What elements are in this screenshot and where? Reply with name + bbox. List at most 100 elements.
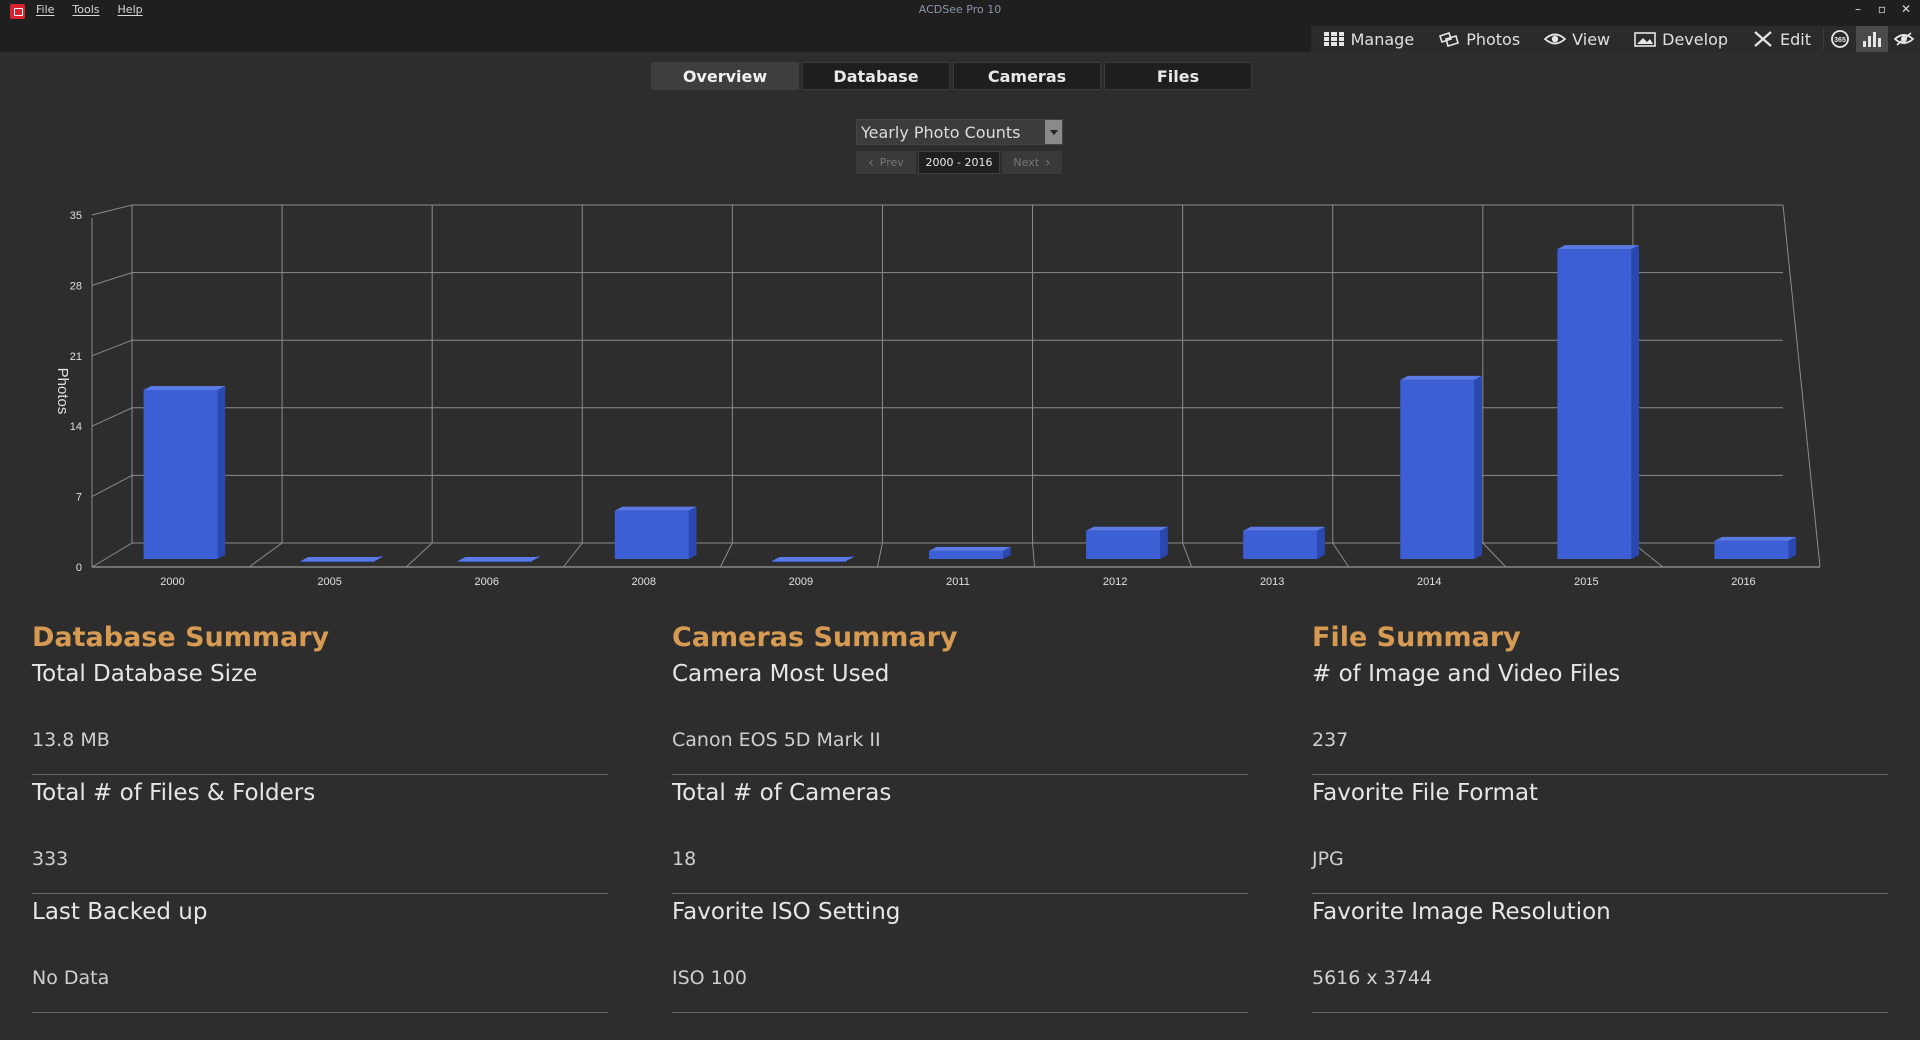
- stat-value: 13.8 MB: [32, 729, 110, 751]
- bar-side: [1160, 526, 1168, 559]
- menu-tools[interactable]: Tools: [72, 3, 100, 16]
- menu-file[interactable]: File: [36, 3, 55, 16]
- grid-line-floor: [248, 542, 283, 568]
- view-mode-button[interactable]: View: [1532, 26, 1622, 52]
- database-summary-title: Database Summary: [32, 622, 330, 653]
- bar-side: [1788, 536, 1797, 559]
- bar-side: [688, 506, 697, 559]
- window-title: ACDSee Pro 10: [918, 3, 1002, 16]
- photos-icon: [1439, 31, 1460, 47]
- dashboard-button[interactable]: [1856, 26, 1888, 52]
- stat-label: Last Backed up: [32, 899, 208, 925]
- y-axis-label: Photos: [54, 368, 71, 415]
- bar: [457, 560, 532, 562]
- y-tick-label: 35: [70, 210, 82, 222]
- stat-value: 18: [672, 848, 697, 870]
- stat-total-cameras: Total # of Cameras 18: [672, 775, 1248, 894]
- minimize-button[interactable]: –: [1855, 2, 1861, 16]
- stat-label: Camera Most Used: [672, 661, 890, 687]
- stat-value: No Data: [32, 967, 110, 989]
- restore-button[interactable]: ▫: [1877, 2, 1887, 16]
- online-button[interactable]: [1888, 26, 1920, 52]
- develop-mode-button[interactable]: Develop: [1622, 26, 1740, 52]
- database-summary: Database Summary Total Database Size 13.…: [32, 620, 608, 1013]
- chart-type-dropdown[interactable]: Yearly Photo Counts: [856, 119, 1063, 145]
- bar: [1557, 249, 1632, 559]
- y-tick-label: 7: [76, 492, 82, 504]
- bar-top: [771, 556, 854, 561]
- view-mode-label: View: [1572, 29, 1611, 49]
- x-tick-label: 2012: [1103, 576, 1127, 588]
- grid-line-floor: [1182, 542, 1193, 568]
- stat-favorite-file-format: Favorite File Format JPG: [1312, 775, 1888, 894]
- bar: [1714, 540, 1789, 559]
- tab-database[interactable]: Database: [802, 62, 950, 90]
- manage-mode-button[interactable]: Manage: [1311, 26, 1427, 52]
- tab-files[interactable]: Files: [1104, 62, 1252, 90]
- grid-line-wall: [91, 474, 133, 498]
- y-tick-label: 14: [70, 421, 82, 433]
- stat-label: Favorite ISO Setting: [672, 899, 901, 925]
- menu-help[interactable]: Help: [117, 3, 143, 16]
- chevron-down-icon[interactable]: [1045, 120, 1062, 144]
- close-button[interactable]: ✕: [1900, 2, 1912, 16]
- bar-top: [143, 385, 226, 390]
- edit-mode-button[interactable]: Edit: [1740, 26, 1823, 52]
- stat-favorite-image-resolution: Favorite Image Resolution 5616 x 3744: [1312, 894, 1888, 1013]
- chevron-right-icon: ›: [1045, 154, 1051, 171]
- grid-line-floor: [1482, 542, 1507, 568]
- photos-mode-label: Photos: [1466, 29, 1521, 49]
- grid-line-wall: [91, 407, 133, 427]
- menu-bar: File Tools Help: [36, 3, 143, 16]
- next-button[interactable]: Next ›: [1002, 151, 1062, 174]
- tab-overview[interactable]: Overview: [651, 62, 799, 90]
- bar-top: [1400, 375, 1482, 380]
- stat-total-files-folders: Total # of Files & Folders 333: [32, 775, 608, 894]
- bar: [1086, 530, 1161, 559]
- x-tick-label: 2014: [1417, 576, 1441, 588]
- stat-label: Favorite File Format: [1312, 780, 1539, 806]
- grid-line-wall: [91, 339, 133, 357]
- develop-icon: [1634, 32, 1656, 47]
- 365-button[interactable]: 365: [1824, 26, 1856, 52]
- chevron-left-icon: ‹: [868, 154, 874, 171]
- bar: [614, 510, 689, 559]
- stat-image-video-files: # of Image and Video Files 237: [1312, 656, 1888, 775]
- tab-cameras[interactable]: Cameras: [953, 62, 1101, 90]
- bar: [929, 550, 1003, 559]
- photos-mode-button[interactable]: Photos: [1426, 26, 1532, 52]
- stat-last-backed-up: Last Backed up No Data: [32, 894, 608, 1013]
- prev-label: Prev: [879, 156, 904, 169]
- toolbar-divider: [1823, 28, 1824, 50]
- bar-top: [1086, 526, 1168, 531]
- x-tick-label: 2009: [789, 576, 813, 588]
- stat-value: 333: [32, 848, 69, 870]
- dashboard-tabs: Overview Database Cameras Files: [651, 62, 1252, 90]
- bar-side: [1317, 526, 1325, 559]
- grid-icon: [1323, 32, 1344, 46]
- x-tick-label: 2006: [474, 576, 498, 588]
- stat-value: 237: [1312, 729, 1349, 751]
- prev-button[interactable]: ‹ Prev: [856, 151, 916, 174]
- x-tick-label: 2008: [632, 576, 656, 588]
- bar-side: [1003, 546, 1011, 559]
- edit-mode-label: Edit: [1780, 29, 1811, 49]
- range-navigation: ‹ Prev 2000 - 2016 Next ›: [856, 151, 1062, 174]
- stat-label: Favorite Image Resolution: [1312, 899, 1611, 925]
- y-tick-label: 21: [70, 351, 82, 363]
- chart-svg: 0 7 14 21 28 35 Photos 2000 2005 2006 2008 2009 2011…: [54, 204, 1821, 588]
- grid-line-floor: [562, 542, 583, 568]
- stat-label: Total # of Cameras: [672, 780, 892, 806]
- x-tick-label: 2000: [160, 576, 184, 588]
- file-summary-title: File Summary: [1312, 622, 1521, 653]
- x-tick-label: 2015: [1574, 576, 1598, 588]
- app-logo-icon[interactable]: [10, 4, 25, 19]
- develop-mode-label: Develop: [1662, 29, 1729, 49]
- bar-top: [1557, 245, 1640, 250]
- axis-line: [1782, 204, 1821, 568]
- grid-line-floor: [719, 542, 733, 568]
- bar-side: [217, 385, 226, 559]
- bar: [771, 560, 846, 562]
- stat-favorite-iso: Favorite ISO Setting ISO 100: [672, 894, 1248, 1013]
- stat-value: Canon EOS 5D Mark II: [672, 729, 881, 751]
